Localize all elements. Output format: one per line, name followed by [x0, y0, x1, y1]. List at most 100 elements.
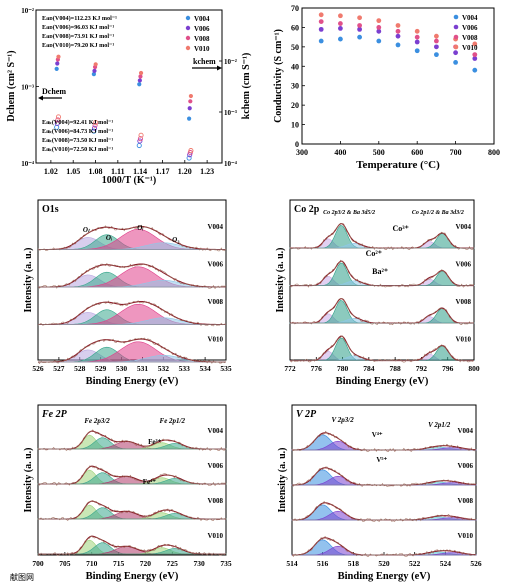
- legend-marker: [453, 14, 459, 20]
- point-kchem-v006: [137, 138, 143, 144]
- x-tick-label: 532: [158, 364, 170, 373]
- point-v004: [395, 42, 401, 48]
- panel-title: Co 2p: [294, 204, 320, 215]
- annotation-ea-d: Eaᴅ(V008)=73.91 KJ mol⁻¹: [42, 33, 114, 40]
- x-tick-label: 600: [411, 148, 423, 157]
- point-v010: [318, 12, 324, 18]
- annotation-ea-d: Eaᴅ(V004)=112.23 KJ mol⁻¹: [42, 15, 117, 22]
- sample-label: V006: [457, 462, 473, 470]
- x-tick-label: 796: [442, 364, 454, 373]
- annotation-fe4: Fe⁴⁺: [143, 478, 156, 486]
- raw-spectrum: [37, 262, 227, 289]
- watermark-text: 献图网: [10, 572, 34, 582]
- sample-label: V006: [207, 462, 223, 470]
- point-dchem-v006: [187, 106, 192, 111]
- y-tick-label: 0: [295, 140, 299, 149]
- y-axis-label-right: kchem (cm S⁻¹): [241, 53, 252, 120]
- point-v010: [395, 23, 401, 28]
- raw-spectrum: [37, 224, 227, 252]
- point-v008: [472, 52, 478, 58]
- point-kchem-v010: [55, 114, 62, 120]
- chart-conductivity: 300 400 500 600 700 800 0 10 20 30 40 50 60 70 Tempera…: [273, 4, 500, 171]
- x-tick-label: 1.05: [66, 167, 80, 176]
- point-v004: [414, 48, 420, 54]
- point-v008: [338, 21, 343, 26]
- point-kchem-v010: [138, 132, 144, 138]
- point-dchem-v010: [56, 54, 61, 59]
- point-v006: [453, 50, 458, 56]
- x-tick-label: 776: [311, 364, 323, 373]
- point-v010: [338, 13, 343, 19]
- legend-marker: [453, 34, 459, 40]
- point-v006: [357, 26, 362, 32]
- x-tick-label: 514: [286, 559, 298, 568]
- x-tick-label: 800: [468, 364, 480, 373]
- x-tick-label: 520: [378, 559, 390, 568]
- legend-label: V008: [462, 34, 478, 42]
- point-kchem-v010: [188, 148, 194, 154]
- legend-marker: [453, 24, 459, 30]
- point-kchem-v004: [136, 142, 142, 149]
- point-v008: [434, 38, 439, 44]
- plot-frame: [37, 404, 227, 556]
- point-v006: [338, 26, 343, 31]
- chart-arrhenius: 1.02 1.05 1.08 1.11 1.14 1.17 1.20 1.23 10⁻⁴ 10⁻³…: [6, 7, 252, 186]
- point-v008: [357, 23, 362, 28]
- peak-label-oi: Oᵢ: [106, 234, 112, 242]
- x-tick-label: 518: [348, 559, 360, 568]
- raw-spectrum: [291, 466, 477, 487]
- x-tick-label: 300: [296, 148, 308, 157]
- annotation-co-2p12: Co 2p1/2 & Ba 3d3/2: [412, 210, 464, 216]
- point-dchem-v004: [137, 82, 142, 87]
- y-tick-label: 20: [291, 101, 299, 110]
- x-axis-label: Temperature (°C): [356, 159, 440, 171]
- point-dchem-v006: [92, 68, 97, 73]
- raw-spectrum: [37, 300, 227, 327]
- point-v006: [414, 39, 420, 45]
- point-v004: [453, 60, 458, 65]
- annotation-co3: Co³⁺: [393, 224, 409, 233]
- point-v006: [318, 26, 324, 32]
- x-tick-label: 700: [32, 559, 44, 568]
- x-tick-label: 535: [220, 364, 232, 373]
- point-v010: [472, 41, 478, 47]
- y-tick-label: 10: [291, 121, 299, 130]
- point-v006: [376, 28, 382, 34]
- sample-label: V008: [457, 497, 473, 505]
- point-kchem-v004: [186, 155, 192, 161]
- x-tick-label: 529: [95, 364, 107, 373]
- plot-frame: [289, 199, 475, 361]
- x-tick-label: 528: [74, 364, 86, 373]
- legend-marker: [185, 35, 191, 41]
- point-kchem-v004: [91, 128, 97, 134]
- x-tick-label: 792: [416, 364, 428, 373]
- raw-spectrum: [37, 465, 227, 486]
- y-axis-label-left: Dchem (cm² S⁻¹): [6, 50, 17, 121]
- chart-co-2p: 772 776 780 784 788 792 796 800 Binding Energy (…: [275, 199, 480, 387]
- point-v008: [376, 25, 382, 30]
- legend-label: V004: [194, 15, 210, 23]
- sample-label: V004: [207, 223, 223, 231]
- chart-o1s: 526 527 528 529 530 531 532 533 534 535 Binding En…: [23, 199, 232, 387]
- dchem-arrowhead: [38, 95, 43, 101]
- peak-label-o2: O₂: [172, 236, 180, 244]
- sample-label: V008: [207, 497, 223, 505]
- x-tick-label: 1.11: [111, 167, 125, 176]
- x-tick-label: 705: [59, 559, 71, 568]
- x-axis-label: Binding Energy (eV): [86, 376, 179, 387]
- x-tick-label: 527: [53, 364, 65, 373]
- x-tick-label: 526: [32, 364, 44, 373]
- x-tick-label: 533: [179, 364, 191, 373]
- x-tick-label: 516: [317, 559, 329, 568]
- sample-label: V010: [457, 532, 473, 540]
- annotation-ea-k: Eaₖ(V006)=84.73 KJ mol⁻¹: [42, 128, 113, 135]
- x-axis-label: Binding Energy (eV): [86, 571, 179, 582]
- y-tick-label-right: 10⁻⁴: [224, 160, 238, 168]
- point-dchem-v004: [54, 66, 59, 71]
- point-dchem-v006: [137, 78, 142, 83]
- dchem-label: Dchem: [42, 87, 66, 96]
- y-tick-label: 70: [291, 4, 299, 13]
- y-tick-label-right: 10⁻³: [224, 109, 237, 117]
- annotation-fe-2p12: Fe 2p1/2: [160, 417, 186, 425]
- sample-label: V004: [457, 427, 473, 435]
